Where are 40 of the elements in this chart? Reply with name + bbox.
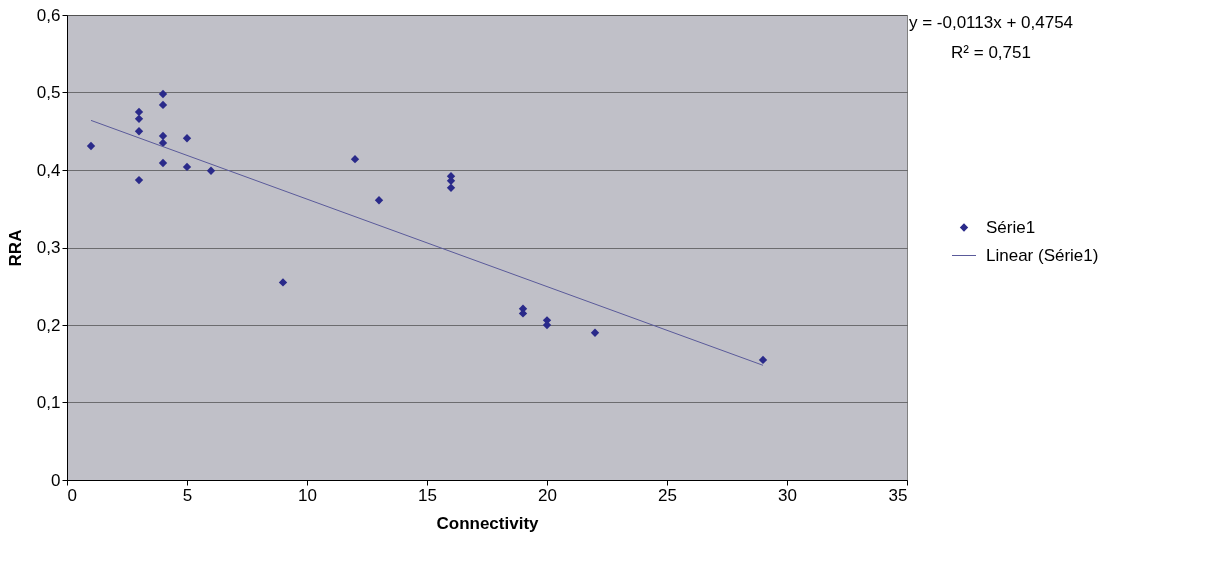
y-tick-label: 0,2: [36, 315, 61, 335]
point: [158, 100, 168, 110]
y-tick-label: 0,4: [36, 160, 61, 180]
y-tick-label: 0: [51, 470, 61, 490]
y-tick-label: 0,5: [36, 83, 61, 102]
x-tick-label: 5: [182, 485, 193, 505]
legend-label: Linear (Série1): [986, 245, 1099, 265]
legend-label: Série1: [986, 217, 1036, 237]
x-tick-label: 10: [298, 485, 317, 505]
point: [350, 154, 360, 164]
text: R² = 0,751: [951, 43, 1031, 62]
point: [134, 175, 144, 185]
point: [158, 138, 168, 148]
point: [278, 278, 288, 287]
point: [158, 89, 168, 99]
point: [374, 196, 384, 205]
x-tick-label: 15: [418, 485, 437, 505]
point: [182, 134, 192, 143]
y-tick-label: 0,6: [36, 5, 61, 25]
x-axis-title: Connectivity: [436, 513, 540, 533]
y-axis-title: RRA: [5, 229, 25, 267]
point: [758, 355, 768, 365]
point: [86, 141, 96, 151]
point: [158, 131, 168, 141]
text: y = -0,0113x + 0,4754: [908, 13, 1074, 32]
x-tick-label: 35: [888, 485, 908, 505]
point: [206, 166, 216, 175]
x-tick-label: 0: [67, 485, 77, 505]
point: [446, 183, 456, 193]
point: [590, 328, 600, 337]
point: [182, 162, 192, 172]
point: [134, 114, 144, 124]
y-tick-label: 0,3: [36, 238, 61, 257]
point: [134, 107, 144, 117]
y-tick-label: 0,1: [36, 393, 61, 412]
x-tick-label: 30: [778, 485, 797, 505]
x-tick-label: 20: [538, 485, 557, 505]
point: [134, 127, 144, 136]
x-tick-label: 25: [658, 485, 677, 505]
point: [158, 158, 168, 168]
